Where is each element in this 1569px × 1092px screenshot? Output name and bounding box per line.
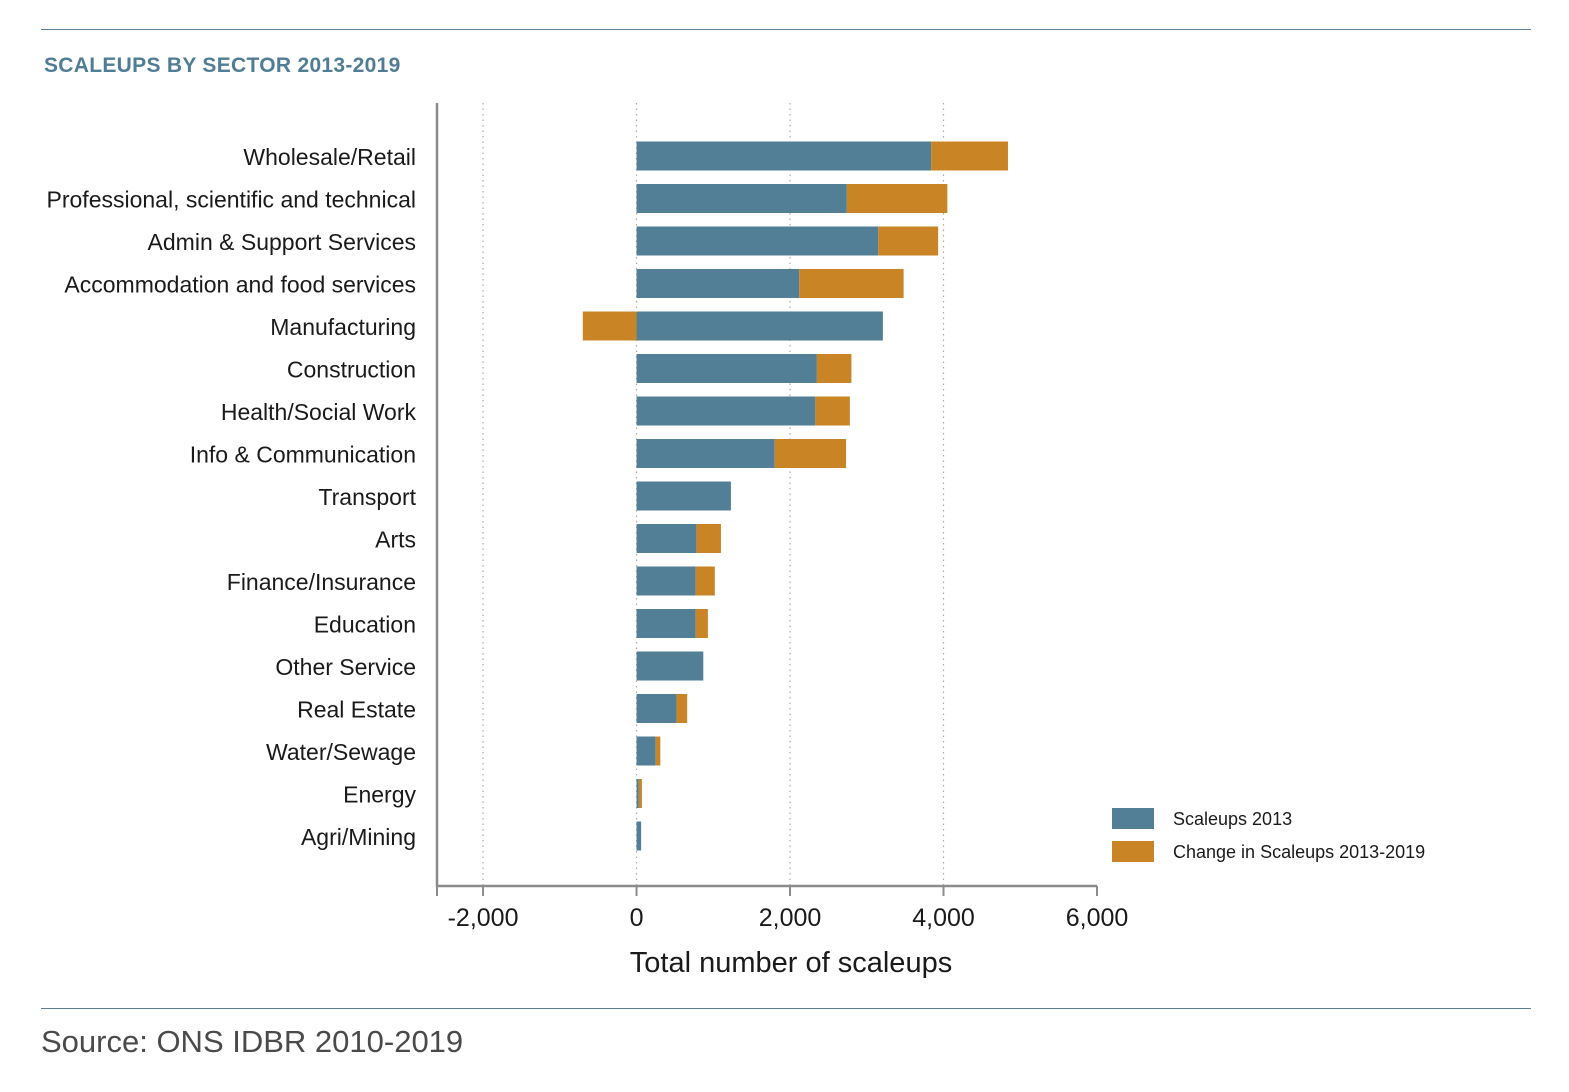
category-label: Education (314, 612, 416, 638)
category-label: Energy (343, 782, 416, 808)
x-tick-label: 4,000 (912, 904, 975, 932)
bar-scaleups-2013 (636, 396, 816, 426)
bar-scaleups-2013 (636, 354, 817, 383)
bar-scaleups-2013 (636, 141, 932, 171)
category-label: Health/Social Work (221, 399, 417, 425)
bar-scaleups-2013 (636, 226, 879, 256)
bar-scaleups-2013 (636, 694, 677, 723)
bottom-rule (41, 1008, 1531, 1009)
legend-label: Change in Scaleups 2013-2019 (1173, 842, 1425, 862)
category-label: Info & Communication (190, 442, 416, 468)
category-label: Water/Sewage (266, 739, 416, 765)
category-label: Finance/Insurance (227, 569, 416, 595)
legend-label: Scaleups 2013 (1173, 809, 1292, 829)
category-label: Arts (375, 527, 416, 553)
x-tick-label: 6,000 (1066, 904, 1129, 932)
bars-layer (582, 141, 1008, 851)
legend-swatch (1112, 841, 1154, 862)
bar-scaleups-2013 (636, 609, 696, 638)
bar-change-2013-2019 (638, 779, 642, 808)
bar-change-2013-2019 (846, 184, 948, 213)
bar-scaleups-2013 (636, 524, 697, 553)
category-label: Agri/Mining (301, 824, 416, 850)
labels-layer: Wholesale/Retail Professional, scientific… (47, 144, 417, 850)
x-tick-label: -2,000 (448, 904, 519, 932)
category-label: Wholesale/Retail (243, 144, 416, 170)
category-label: Accommodation and food services (64, 272, 416, 298)
category-label: Construction (287, 357, 416, 383)
bar-scaleups-2013 (636, 481, 731, 511)
axes-layer: -2,000 0 2,000 4,000 6,000 Total number of sc… (435, 103, 1129, 979)
bar-change-2013-2019 (878, 226, 939, 256)
bar-change-2013-2019 (774, 439, 847, 468)
bar-change-2013-2019 (816, 354, 852, 383)
bar-change-2013-2019 (655, 736, 661, 766)
category-label: Manufacturing (270, 314, 416, 340)
x-axis-title: Total number of scaleups (630, 947, 952, 979)
bar-change-2013-2019 (582, 311, 637, 341)
bar-scaleups-2013 (636, 651, 704, 681)
x-tick-label: 2,000 (759, 904, 822, 932)
category-label: Other Service (275, 654, 416, 680)
bar-change-2013-2019 (696, 524, 721, 553)
bar-scaleups-2013 (636, 821, 642, 851)
bar-change-2013-2019 (931, 141, 1008, 171)
category-label: Real Estate (297, 697, 416, 723)
bar-scaleups-2013 (636, 184, 847, 213)
top-rule (41, 29, 1531, 30)
bar-scaleups-2013 (636, 311, 883, 341)
bar-scaleups-2013 (636, 269, 800, 298)
bar-scaleups-2013 (636, 779, 639, 808)
legend-swatch (1112, 808, 1154, 829)
bar-scaleups-2013 (636, 566, 696, 596)
chart-title: SCALEUPS BY SECTOR 2013-2019 (44, 54, 401, 77)
bar-chart: -2,000 0 2,000 4,000 6,000 Total number of sc… (47, 103, 1425, 979)
bar-change-2013-2019 (676, 694, 688, 723)
bar-change-2013-2019 (695, 566, 715, 596)
category-label: Professional, scientific and technical (47, 187, 416, 213)
bar-scaleups-2013 (636, 439, 775, 468)
bar-change-2013-2019 (815, 396, 850, 426)
bar-change-2013-2019 (799, 269, 904, 298)
category-label: Transport (318, 484, 416, 510)
x-tick-label: 0 (630, 904, 644, 932)
category-label: Admin & Support Services (148, 229, 416, 255)
legend: Scaleups 2013 Change in Scaleups 2013-201… (1112, 808, 1425, 862)
source-note: Source: ONS IDBR 2010-2019 (41, 1024, 464, 1059)
bar-scaleups-2013 (636, 736, 656, 766)
bar-change-2013-2019 (695, 609, 708, 638)
